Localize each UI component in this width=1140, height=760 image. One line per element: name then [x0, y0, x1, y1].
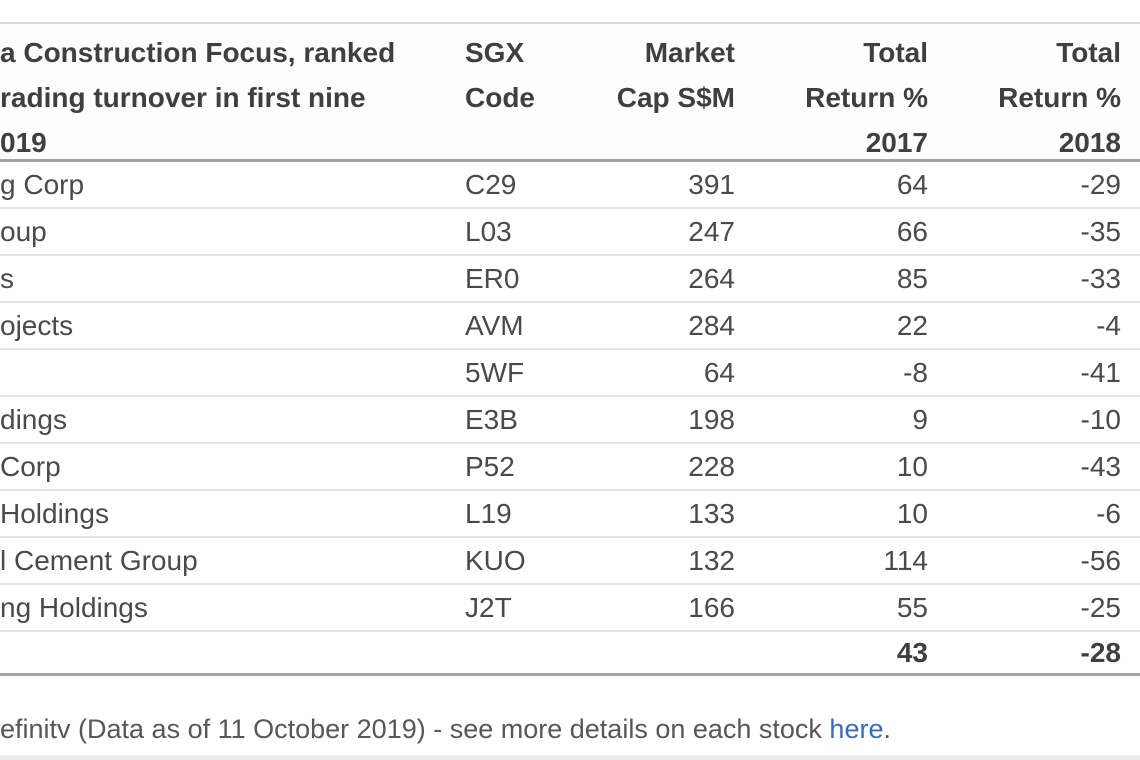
col-header-sgx-code-line2: Code	[465, 82, 535, 113]
table-row: 5WF 64 -8 -41	[0, 350, 1140, 397]
market-cap-cell: 132	[688, 545, 735, 576]
market-cap-cell: 247	[688, 216, 735, 247]
table-row: ojects AVM 284 22 -4	[0, 303, 1140, 350]
return-2017-cell: 55	[896, 592, 928, 623]
col-header-return-2018-line1: Total	[1056, 37, 1121, 68]
return-2018-cell: -6	[1096, 498, 1121, 529]
total-return-2018-cell: -28	[1080, 637, 1121, 668]
col-header-return-2018: Total Return % 2018	[931, 24, 1121, 159]
table-title-line2: rading turnover in first nine	[0, 82, 366, 113]
return-2018-cell: -41	[1080, 357, 1121, 388]
here-link[interactable]: here	[829, 714, 884, 744]
return-2017-cell: 64	[896, 169, 928, 200]
return-2017-cell: 66	[896, 216, 928, 247]
table-row: dings E3B 198 9 -10	[0, 397, 1140, 444]
source-note-text: efinitv (Data as of 11 October 2019) - s…	[0, 714, 830, 744]
sgx-code-cell: E3B	[465, 404, 518, 435]
company-cell: oup	[0, 216, 47, 247]
table-title-line3: 019	[0, 127, 47, 158]
company-cell	[0, 350, 445, 395]
col-header-return-2018-line2: Return %	[998, 82, 1121, 113]
table-header: a Construction Focus, ranked rading turn…	[0, 22, 1140, 162]
sgx-code-cell: AVM	[465, 310, 524, 341]
return-2018-cell: -56	[1080, 545, 1121, 576]
return-2017-cell: 10	[896, 498, 928, 529]
return-2018-cell: -33	[1080, 263, 1121, 294]
table-row: Corp P52 228 10 -43	[0, 444, 1140, 491]
company-cell: Holdings	[0, 498, 109, 529]
market-cap-cell: 166	[688, 592, 735, 623]
sgx-code-cell: L19	[465, 498, 512, 529]
return-2018-cell: -43	[1080, 451, 1121, 482]
table-title-line1: a Construction Focus, ranked	[0, 37, 396, 68]
col-header-return-2017-line3: 2017	[865, 127, 928, 158]
sgx-code-cell: ER0	[465, 263, 520, 294]
table-row: s ER0 264 85 -33	[0, 256, 1140, 303]
company-cell: g Corp	[0, 169, 85, 200]
return-2017-cell: -8	[903, 357, 928, 388]
market-cap-cell: 391	[688, 169, 735, 200]
col-header-sgx-code: SGX Code	[465, 24, 560, 159]
sgx-code-cell: 5WF	[465, 357, 525, 388]
company-cell: ojects	[0, 310, 74, 341]
source-note-period: .	[883, 714, 891, 744]
market-cap-cell: 133	[688, 498, 735, 529]
table-row: oup L03 247 66 -35	[0, 209, 1140, 256]
sgx-code-cell: L03	[465, 216, 512, 247]
market-cap-cell: 284	[688, 310, 735, 341]
sgx-code-cell: P52	[465, 451, 515, 482]
return-2017-cell: 22	[896, 310, 928, 341]
col-header-market-cap-line2: Cap S$M	[616, 82, 735, 113]
col-header-return-2017-line2: Return %	[805, 82, 928, 113]
table-body: g Corp C29 391 64 -29 oup L03 247 66 -35…	[0, 162, 1140, 676]
return-2018-cell: -29	[1080, 169, 1121, 200]
table-row: ng Holdings J2T 166 55 -25	[0, 585, 1140, 632]
company-cell: ng Holdings	[0, 592, 148, 623]
return-2018-cell: -10	[1080, 404, 1121, 435]
return-2017-cell: 114	[883, 545, 928, 576]
col-header-market-cap-line1: Market	[644, 37, 735, 68]
table-row: g Corp C29 391 64 -29	[0, 162, 1140, 209]
col-header-return-2017-line1: Total	[863, 37, 928, 68]
company-cell: s	[0, 263, 14, 294]
return-2018-cell: -25	[1080, 592, 1121, 623]
market-cap-cell: 228	[688, 451, 735, 482]
col-header-return-2018-line3: 2018	[1058, 127, 1121, 158]
total-return-2017-cell: 43	[896, 637, 928, 668]
sgx-code-cell: J2T	[465, 592, 512, 623]
return-2017-cell: 85	[896, 263, 928, 294]
market-cap-cell: 64	[703, 357, 735, 388]
bottom-crop-band	[0, 755, 1140, 760]
sgx-code-cell: KUO	[465, 545, 526, 576]
return-2017-cell: 10	[896, 451, 928, 482]
table-title: a Construction Focus, ranked rading turn…	[0, 24, 445, 159]
sgx-code-cell: C29	[465, 169, 517, 200]
col-header-return-2017: Total Return % 2017	[738, 24, 928, 159]
market-cap-cell: 198	[688, 404, 735, 435]
company-cell: Corp	[0, 451, 61, 482]
table-row: l Cement Group KUO 132 114 -56	[0, 538, 1140, 585]
col-header-sgx-code-line1: SGX	[465, 37, 525, 68]
table-total-row: 43 -28	[0, 632, 1140, 676]
market-cap-cell: 264	[688, 263, 735, 294]
col-header-market-cap: Market Cap S$M	[555, 24, 735, 159]
return-2018-cell: -4	[1096, 310, 1121, 341]
return-2018-cell: -35	[1080, 216, 1121, 247]
company-cell: l Cement Group	[0, 545, 198, 576]
source-note: efinitv (Data as of 11 October 2019) - s…	[0, 708, 1140, 750]
table-row: Holdings L19 133 10 -6	[0, 491, 1140, 538]
company-cell: dings	[0, 404, 67, 435]
return-2017-cell: 9	[912, 404, 928, 435]
